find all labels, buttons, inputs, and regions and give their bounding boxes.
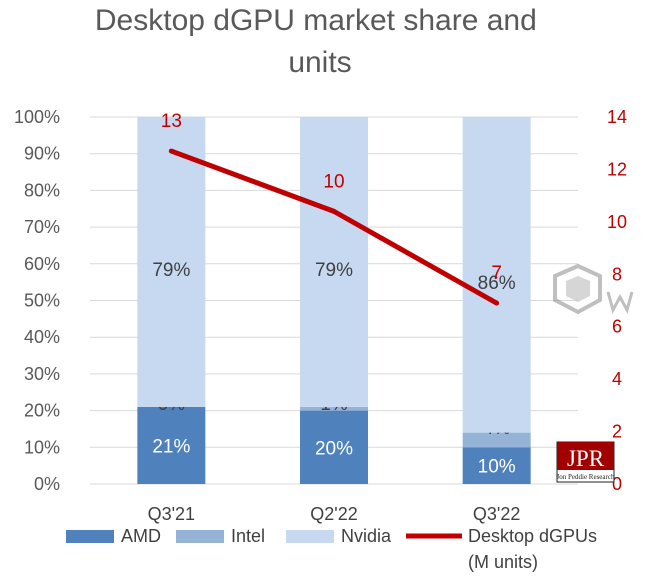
data-label-amd: 10% [478, 457, 516, 478]
watermark-logo [553, 263, 634, 315]
y-axis-left: 0% 10% 20% 30% 40% 50% 60% 70% 80% 90% 100% [14, 107, 60, 494]
y-tick-right: 12 [607, 159, 627, 179]
y-tick-left: 30% [24, 364, 60, 384]
y-axis-right: 0 2 4 6 8 10 12 14 [607, 107, 627, 494]
y-tick-left: 40% [24, 327, 60, 347]
data-label-amd: 20% [315, 438, 353, 459]
y-tick-left: 0% [34, 474, 60, 494]
legend-swatch [66, 530, 114, 543]
y-tick-right: 2 [612, 422, 622, 442]
legend-swatch [176, 530, 224, 543]
legend-swatch [286, 530, 334, 543]
data-label-nvidia: 79% [152, 260, 190, 281]
bar-segment-nvidia [137, 117, 206, 407]
bar-stacks: 21%0%79%20%1%79%10%4%86% [137, 117, 531, 484]
bar-segment-amd [300, 410, 368, 484]
y-tick-left: 50% [24, 291, 60, 311]
line-data-label: 7 [491, 263, 502, 284]
y-tick-left: 90% [24, 144, 60, 164]
legend-label: (M units) [468, 552, 538, 572]
line-point [168, 148, 174, 154]
y-tick-left: 70% [24, 217, 60, 237]
line-data-label: 10 [323, 171, 344, 192]
x-axis: Q3'21 Q2'22 Q3'22 [148, 504, 521, 524]
x-tick-label: Q2'22 [310, 504, 357, 524]
logo-text: JPR [567, 446, 605, 471]
jpr-logo: JPR Jon Peddie Research [556, 441, 615, 483]
legend-label: AMD [121, 526, 161, 546]
y-tick-left: 60% [24, 254, 60, 274]
chart-title: Desktop dGPU market share and units [95, 4, 545, 79]
legend-label: Intel [231, 526, 265, 546]
bar-segment-amd [137, 406, 206, 484]
y-tick-right: 0 [612, 474, 622, 494]
line-point [331, 208, 337, 214]
y-tick-right: 10 [607, 212, 627, 232]
data-label-amd: 21% [152, 436, 190, 457]
legend-label: Nvidia [341, 526, 392, 546]
y-tick-right: 4 [612, 369, 622, 389]
bar-segment-intel [300, 406, 368, 411]
data-label-nvidia: 79% [315, 260, 353, 281]
x-tick-label: Q3'21 [148, 504, 195, 524]
bar-segment-nvidia [300, 117, 368, 407]
y-tick-right: 14 [607, 107, 627, 127]
legend: AMD Intel Nvidia Desktop dGPUs (M units) [66, 526, 597, 572]
line-data-label: 13 [161, 111, 182, 132]
bar-segment-amd [462, 447, 531, 484]
bar-segment-intel [462, 432, 531, 448]
y-tick-right: 8 [612, 264, 622, 284]
logo-subtext: Jon Peddie Research [557, 473, 615, 481]
units-line: 13 10 7 [161, 111, 502, 306]
y-tick-left: 10% [24, 437, 60, 457]
bar-segment-nvidia [462, 117, 531, 433]
legend-label: Desktop dGPUs [468, 526, 597, 546]
x-tick-label: Q3'22 [473, 504, 520, 524]
y-tick-left: 80% [24, 180, 60, 200]
data-label-nvidia: 86% [478, 273, 516, 294]
line-point [494, 300, 500, 306]
y-tick-right: 6 [612, 317, 622, 337]
y-tick-left: 20% [24, 401, 60, 421]
y-tick-left: 100% [14, 107, 60, 127]
